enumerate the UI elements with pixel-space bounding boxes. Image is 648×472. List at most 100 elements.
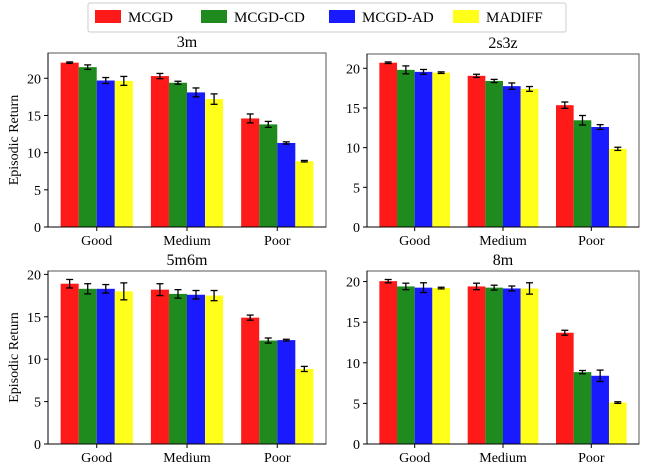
- y-tick-label: 10: [27, 353, 41, 368]
- error-bar: [192, 289, 200, 300]
- error-bar: [300, 365, 308, 373]
- bar-good-1: [397, 286, 415, 444]
- error-bar: [282, 141, 290, 145]
- legend-label-0: MCGD: [128, 10, 173, 26]
- bar-medium-3: [520, 88, 539, 227]
- bar-good-2: [96, 80, 115, 227]
- bar-good-3: [432, 72, 451, 228]
- y-axis-label: Episodic Return: [7, 312, 22, 403]
- y-tick-label: 0: [34, 221, 41, 236]
- x-tick-label: Poor: [264, 234, 291, 249]
- bar-good-2: [96, 288, 115, 444]
- x-tick-label: Poor: [578, 234, 605, 249]
- error-bar: [66, 61, 74, 65]
- error-bar: [210, 289, 218, 302]
- error-bar: [300, 159, 308, 163]
- y-tick-label: 20: [27, 268, 41, 283]
- subplot-8m: 0 5 10 15 20 Good Medium Poor 8m: [346, 252, 640, 466]
- error-bar: [102, 283, 110, 294]
- bar-good-2: [414, 71, 433, 228]
- y-tick-label: 10: [346, 142, 360, 157]
- error-bar: [437, 286, 445, 290]
- x-tick-label: Good: [399, 451, 430, 466]
- bar-poor-3: [608, 402, 627, 444]
- x-tick-label: Medium: [163, 451, 211, 466]
- x-tick-label: Medium: [163, 234, 211, 249]
- error-bar: [84, 283, 92, 295]
- bar-poor-3: [295, 161, 314, 227]
- bar-poor-2: [277, 142, 296, 227]
- bar-poor-1: [259, 340, 278, 444]
- y-tick-label: 20: [27, 72, 41, 87]
- bar-good-1: [78, 67, 97, 227]
- error-bar: [156, 72, 164, 80]
- bar-good-0: [379, 62, 398, 228]
- y-tick-label: 20: [346, 276, 360, 291]
- bar-good-0: [379, 281, 398, 444]
- error-bar: [614, 401, 622, 405]
- x-tick-label: Good: [81, 234, 112, 249]
- error-bar: [402, 65, 410, 75]
- bar-medium-3: [205, 295, 224, 444]
- bar-poor-1: [573, 120, 592, 227]
- y-tick-label: 5: [353, 181, 360, 196]
- bar-medium-3: [520, 288, 539, 444]
- legend-label-1: MCGD-CD: [234, 10, 305, 26]
- bar-good-3: [114, 291, 133, 444]
- error-bar: [578, 114, 586, 126]
- bar-medium-2: [187, 92, 206, 228]
- legend-label-3: MADIFF: [486, 10, 543, 26]
- bar-good-0: [60, 62, 79, 227]
- y-tick-label: 0: [353, 221, 360, 236]
- x-tick-label: Medium: [479, 234, 527, 249]
- bar-medium-1: [168, 82, 187, 227]
- y-tick-label: 0: [353, 438, 360, 453]
- legend-swatch-0: [95, 10, 121, 23]
- error-bar: [525, 282, 533, 295]
- bar-poor-1: [259, 124, 278, 227]
- bar-medium-0: [467, 286, 486, 444]
- subplot-title: 8m: [493, 252, 514, 269]
- bar-good-1: [78, 288, 97, 444]
- error-bar: [561, 329, 569, 336]
- bar-good-3: [432, 288, 451, 444]
- bar-poor-0: [241, 317, 260, 444]
- error-bar: [282, 338, 290, 342]
- error-bar: [156, 283, 164, 297]
- legend: MCGD MCGD-CD MCGD-AD MADIFF: [87, 2, 567, 33]
- error-bar: [102, 76, 110, 85]
- y-tick-label: 10: [27, 147, 41, 162]
- bar-poor-0: [555, 105, 574, 227]
- error-bar: [174, 289, 182, 299]
- error-bar: [596, 369, 604, 383]
- error-bar: [402, 282, 410, 291]
- legend-swatch-1: [201, 10, 227, 23]
- error-bar: [84, 64, 92, 71]
- error-bar: [384, 278, 392, 284]
- error-bar: [437, 71, 445, 75]
- error-bar: [490, 78, 498, 84]
- y-tick-label: 5: [353, 397, 360, 412]
- bar-good-1: [397, 69, 415, 228]
- error-bar: [264, 120, 272, 129]
- bar-poor-0: [241, 118, 260, 227]
- error-bar: [561, 101, 569, 110]
- subplot-3m: 0 5 10 15 20 Good Medium Poor 3m Episodic Return: [7, 34, 327, 249]
- x-tick-label: Good: [399, 234, 430, 249]
- error-bar: [210, 93, 218, 105]
- error-bar: [120, 282, 128, 301]
- y-tick-label: 5: [34, 396, 41, 411]
- error-bar: [473, 73, 481, 79]
- bar-good-3: [114, 80, 133, 227]
- subplot-title: 2s3z: [488, 35, 517, 52]
- bar-poor-2: [591, 127, 609, 227]
- bar-medium-3: [205, 99, 224, 227]
- error-bar: [490, 284, 498, 291]
- bar-poor-0: [555, 332, 574, 444]
- bar-poor-3: [608, 148, 627, 227]
- bar-poor-2: [277, 340, 296, 444]
- error-bar: [508, 285, 516, 292]
- error-bar: [246, 314, 254, 321]
- error-bar: [578, 369, 586, 375]
- bar-poor-2: [591, 375, 609, 444]
